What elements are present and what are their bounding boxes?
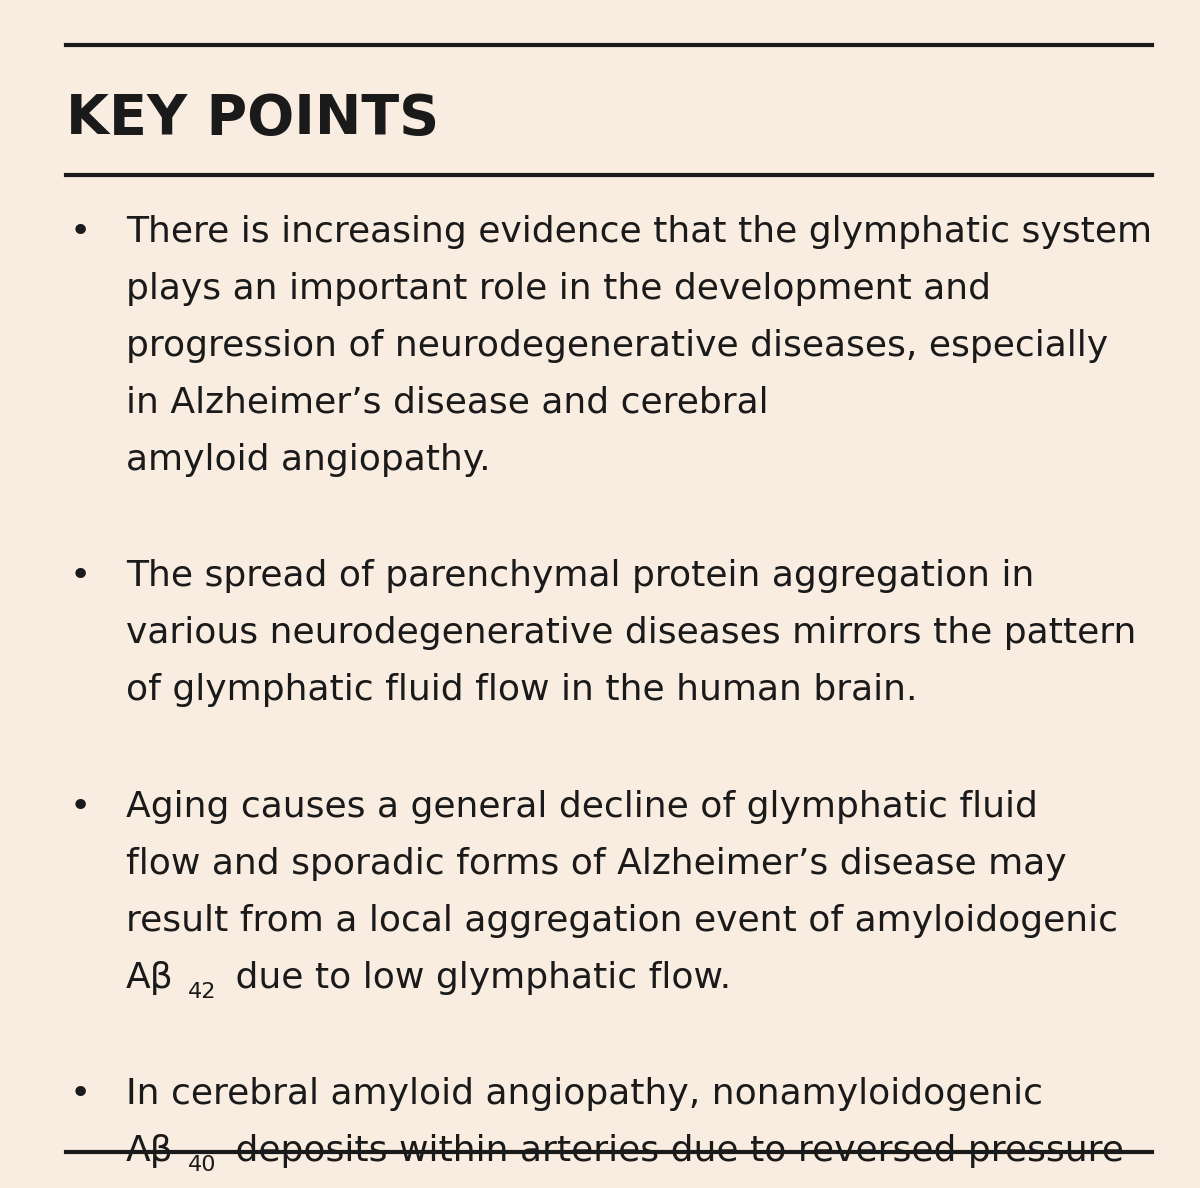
Text: plays an important role in the development and: plays an important role in the developme… [126, 272, 991, 305]
Text: of glymphatic fluid flow in the human brain.: of glymphatic fluid flow in the human br… [126, 674, 918, 707]
Text: flow and sporadic forms of Alzheimer’s disease may: flow and sporadic forms of Alzheimer’s d… [126, 847, 1067, 880]
Text: 42: 42 [187, 982, 216, 1001]
Text: KEY POINTS: KEY POINTS [66, 91, 439, 146]
Text: due to low glymphatic flow.: due to low glymphatic flow. [224, 961, 732, 994]
Text: Aβ: Aβ [126, 1135, 174, 1168]
Text: There is increasing evidence that the glymphatic system: There is increasing evidence that the gl… [126, 215, 1152, 248]
Text: various neurodegenerative diseases mirrors the pattern: various neurodegenerative diseases mirro… [126, 617, 1136, 650]
Text: deposits within arteries due to reversed pressure: deposits within arteries due to reversed… [224, 1135, 1124, 1168]
Text: 40: 40 [187, 1156, 216, 1175]
Text: progression of neurodegenerative diseases, especially: progression of neurodegenerative disease… [126, 329, 1108, 362]
Text: in Alzheimer’s disease and cerebral: in Alzheimer’s disease and cerebral [126, 386, 769, 419]
Text: Aβ: Aβ [126, 961, 174, 994]
Text: •: • [70, 790, 91, 823]
Text: Aging causes a general decline of glymphatic fluid: Aging causes a general decline of glymph… [126, 790, 1038, 823]
Text: •: • [70, 1078, 91, 1111]
Text: The spread of parenchymal protein aggregation in: The spread of parenchymal protein aggreg… [126, 560, 1034, 593]
Text: •: • [70, 215, 91, 248]
Text: •: • [70, 560, 91, 593]
Text: amyloid angiopathy.: amyloid angiopathy. [126, 443, 491, 476]
Text: In cerebral amyloid angiopathy, nonamyloidogenic: In cerebral amyloid angiopathy, nonamylo… [126, 1078, 1043, 1111]
Text: result from a local aggregation event of amyloidogenic: result from a local aggregation event of… [126, 904, 1118, 937]
